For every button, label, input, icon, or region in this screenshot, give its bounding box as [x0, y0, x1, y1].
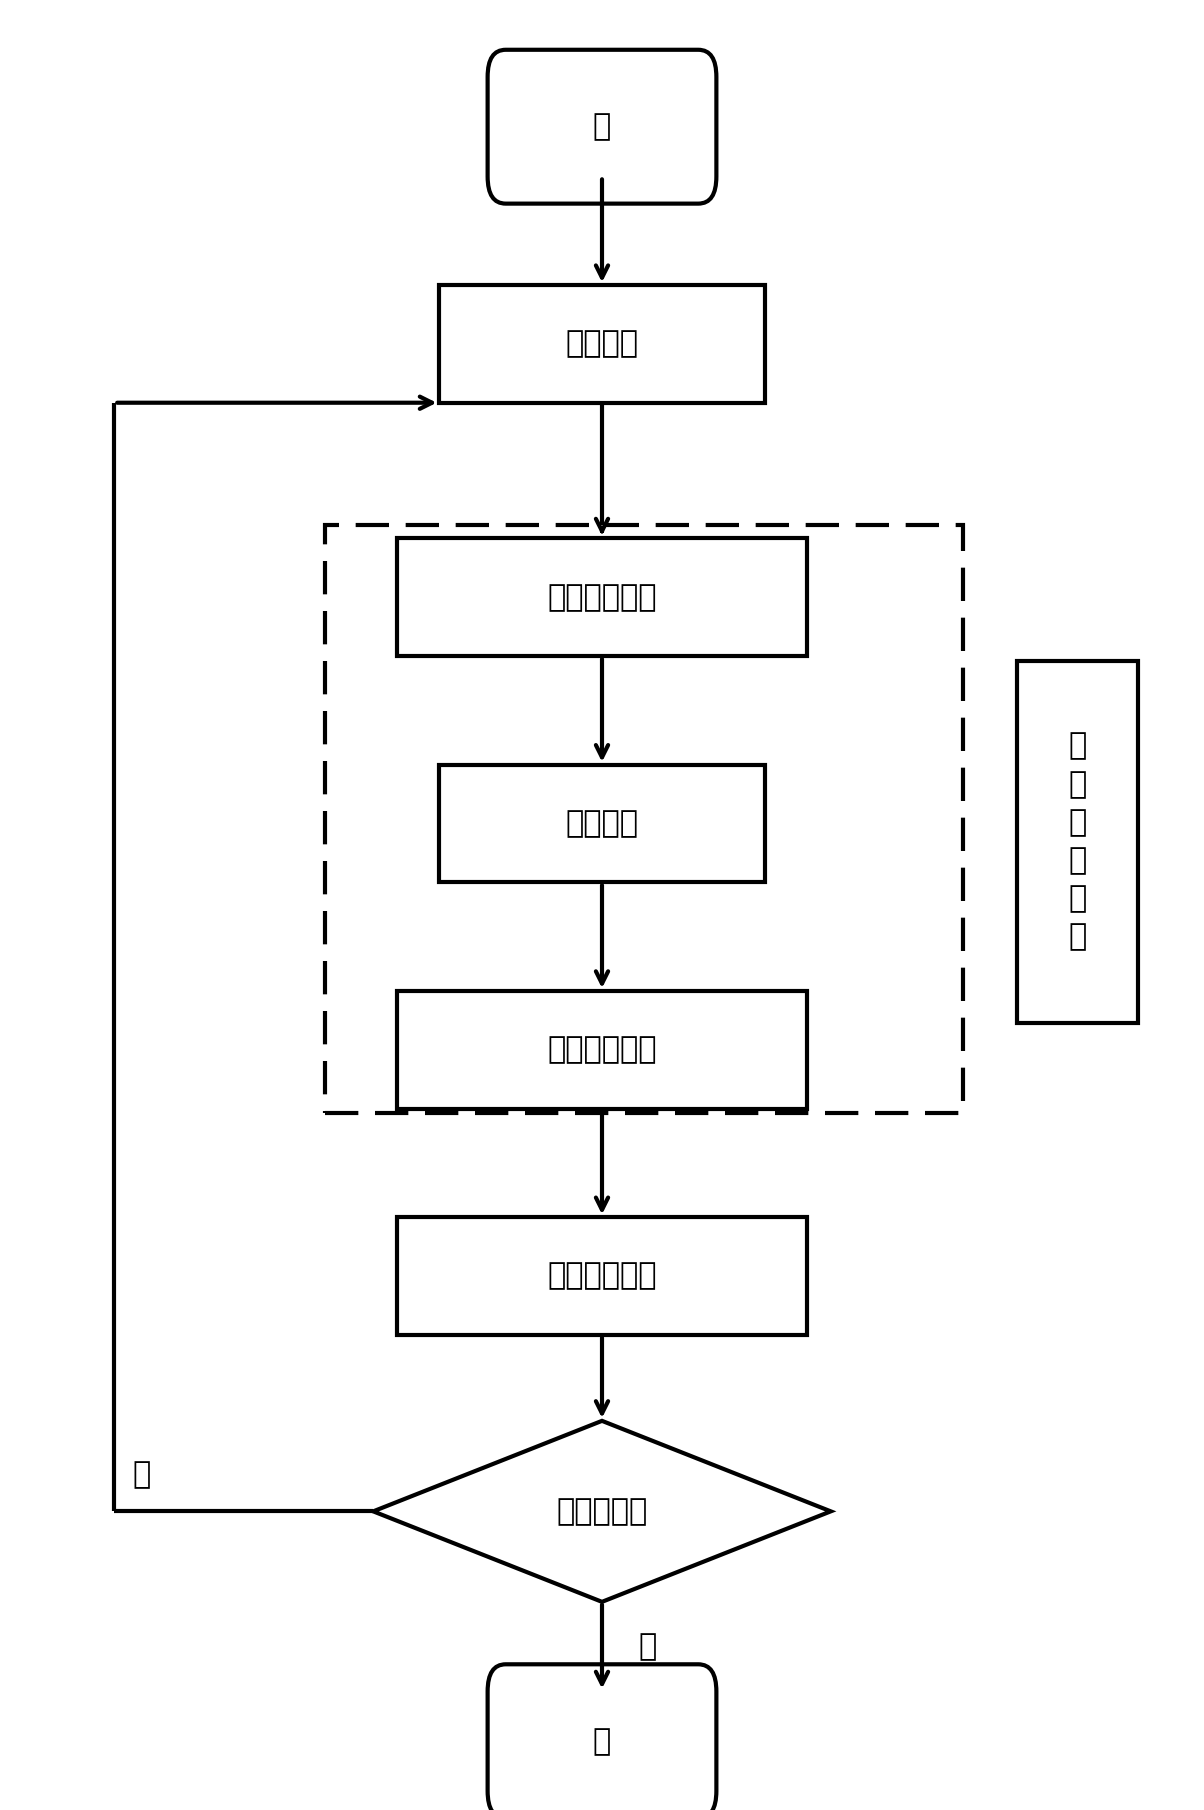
- FancyBboxPatch shape: [488, 1665, 716, 1810]
- Text: 随机矩阵生成: 随机矩阵生成: [548, 583, 656, 612]
- Bar: [397, 538, 807, 655]
- Text: 样本足够？: 样本足够？: [556, 1497, 648, 1526]
- Bar: [439, 764, 765, 881]
- Text: 开: 开: [592, 112, 612, 141]
- Text: 矩阵放缩裁剪: 矩阵放缩裁剪: [548, 1035, 656, 1064]
- Bar: [1017, 661, 1138, 1023]
- Text: 矩阵滤波: 矩阵滤波: [566, 809, 638, 838]
- Bar: [325, 525, 963, 1113]
- Bar: [397, 992, 807, 1108]
- Bar: [397, 1218, 807, 1336]
- Text: 随
机
流
型
生
成: 随 机 流 型 生 成: [1068, 731, 1087, 952]
- Text: 否: 否: [132, 1461, 150, 1490]
- Text: 结: 结: [592, 1727, 612, 1756]
- Bar: [439, 284, 765, 402]
- Text: 是: 是: [638, 1633, 656, 1662]
- Polygon shape: [373, 1421, 831, 1602]
- Text: 电容向量计算: 电容向量计算: [548, 1262, 656, 1291]
- FancyBboxPatch shape: [488, 49, 716, 203]
- Text: 网格剖分: 网格剖分: [566, 329, 638, 358]
